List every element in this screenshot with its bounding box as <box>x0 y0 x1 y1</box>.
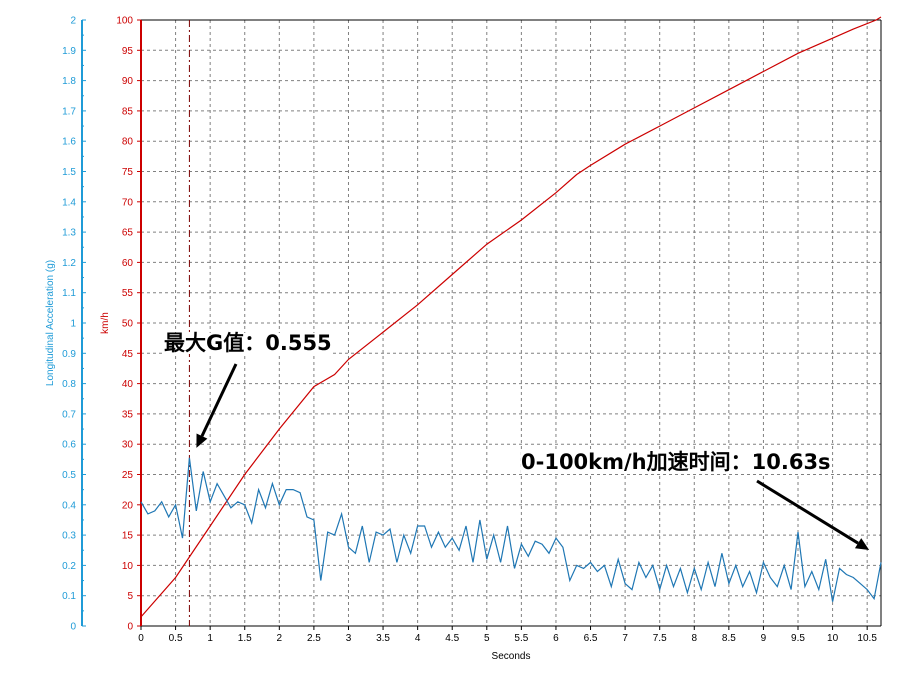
x-tick-label: 3 <box>346 633 352 644</box>
x-axis: 0 0.5 1 1.5 2 2.5 3 3.5 4 4.5 5 5.5 6 6.5 7 7.5 8 8.5 9 9.5… <box>138 626 877 644</box>
x-tick-label: 1 <box>207 633 213 644</box>
speed-tick-label: 60 <box>122 258 134 269</box>
accel-tick-label: 1.5 <box>62 167 76 178</box>
x-axis-title: Seconds <box>492 651 531 662</box>
x-tick-label: 10.5 <box>857 633 877 644</box>
x-tick-label: 0 <box>138 633 144 644</box>
max-g-arrow-shaft <box>200 363 238 437</box>
accel-tick-label: 1.1 <box>62 288 76 299</box>
speed-tick-label: 80 <box>122 137 134 148</box>
speed-tick-label: 70 <box>122 197 134 208</box>
accel-tick-label: 0.9 <box>62 349 76 360</box>
speed-tick-label: 95 <box>122 46 134 57</box>
speed-tick-label: 75 <box>122 167 134 178</box>
speed-tick-label: 20 <box>122 500 134 511</box>
x-tick-label: 8 <box>691 633 697 644</box>
x-tick-label: 7 <box>622 633 628 644</box>
x-tick-label: 6.5 <box>584 633 598 644</box>
x-tick-label: 4.5 <box>445 633 459 644</box>
accel-tick-label: 0.1 <box>62 591 76 602</box>
x-tick-label: 3.5 <box>376 633 390 644</box>
accel-tick-label: 0.6 <box>62 440 76 451</box>
x-tick-label: 4 <box>415 633 421 644</box>
speed-axis: 0 5 10 15 20 25 30 35 40 45 50 55 60 65 70 75 80 85 90 95 10… <box>116 16 142 633</box>
x-tick-label: 2 <box>277 633 283 644</box>
accel-axis: 0 0.1 0.2 0.3 0.4 0.5 0.6 0.7 0.8 0.9 1 1.1 1.2 1.3 1.… <box>62 16 86 633</box>
speed-tick-label: 40 <box>122 379 134 390</box>
accel-tick-label: 0.3 <box>62 531 76 542</box>
speed-tick-label: 90 <box>122 76 134 87</box>
speed-axis-title: km/h <box>100 312 111 334</box>
speed-tick-label: 25 <box>122 470 134 481</box>
speed-tick-label: 45 <box>122 349 134 360</box>
max-g-annotation: 最大G值：0.555 <box>164 331 332 355</box>
speed-tick-label: 85 <box>122 106 134 117</box>
speed-series-line <box>140 16 882 618</box>
max-g-arrow-head <box>196 433 208 448</box>
accel-tick-label: 1.3 <box>62 228 76 239</box>
speed-tick-label: 5 <box>127 591 133 602</box>
x-tick-label: 6 <box>553 633 559 644</box>
accel-tick-label: 1.7 <box>62 106 76 117</box>
accel-tick-label: 0 <box>70 622 76 633</box>
accel-tick-label: 1 <box>70 319 76 330</box>
accel-tick-label: 1.2 <box>62 258 76 269</box>
accel-tick-label: 1.8 <box>62 76 76 87</box>
speed-tick-label: 35 <box>122 409 134 420</box>
x-tick-label: 8.5 <box>722 633 736 644</box>
speed-tick-label: 55 <box>122 288 134 299</box>
speed-tick-label: 15 <box>122 531 134 542</box>
x-tick-label: 2.5 <box>307 633 321 644</box>
series-lines <box>140 16 882 618</box>
accel-tick-label: 0.4 <box>62 500 76 511</box>
speed-tick-label: 0 <box>127 622 133 633</box>
plot-background <box>141 20 881 626</box>
accel-time-arrow-shaft <box>756 479 859 545</box>
speed-tick-label: 65 <box>122 228 134 239</box>
accel-series-line <box>140 457 882 602</box>
grid-lines <box>141 19 882 627</box>
x-tick-label: 0.5 <box>169 633 183 644</box>
speed-tick-label: 10 <box>122 561 134 572</box>
accel-tick-label: 1.6 <box>62 137 76 148</box>
x-tick-label: 5 <box>484 633 490 644</box>
speed-tick-label: 30 <box>122 440 134 451</box>
x-tick-label: 10 <box>827 633 839 644</box>
x-tick-label: 1.5 <box>238 633 252 644</box>
accel-axis-title: Longitudinal Acceleration (g) <box>45 260 56 386</box>
accel-tick-label: 0.7 <box>62 409 76 420</box>
accel-tick-label: 0.2 <box>62 561 76 572</box>
speed-tick-label: 50 <box>122 319 134 330</box>
x-tick-label: 9 <box>761 633 767 644</box>
accel-time-annotation: 0-100km/h加速时间：10.63s <box>521 450 831 474</box>
accel-tick-label: 1.9 <box>62 46 76 57</box>
accel-tick-label: 0.5 <box>62 470 76 481</box>
x-tick-label: 7.5 <box>653 633 667 644</box>
accel-tick-label: 2 <box>70 16 76 27</box>
accel-tick-label: 0.8 <box>62 379 76 390</box>
x-tick-label: 9.5 <box>791 633 805 644</box>
x-tick-label: 5.5 <box>514 633 528 644</box>
accel-time-arrow-head <box>854 538 870 550</box>
speed-tick-label: 100 <box>116 16 133 27</box>
annotation-arrows <box>196 363 870 550</box>
accel-tick-label: 1.4 <box>62 197 76 208</box>
